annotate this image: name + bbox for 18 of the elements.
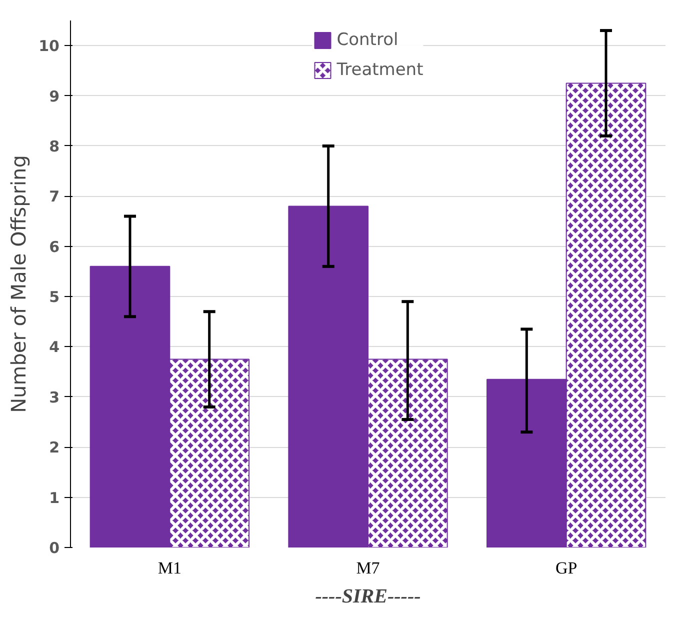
x-tick-label: M7 — [356, 558, 380, 578]
y-tick-label: 5 — [49, 288, 60, 306]
y-axis-title: Number of Male Offspring — [6, 155, 31, 413]
x-axis-title: ----SIRE----- — [315, 586, 421, 608]
y-tick-label: 0 — [49, 539, 60, 557]
y-tick-label: 7 — [49, 188, 60, 206]
x-tick-label: M1 — [158, 558, 182, 578]
y-tick-label: 8 — [49, 137, 60, 156]
y-tick-label: 1 — [49, 488, 60, 507]
y-tick-label: 10 — [38, 37, 60, 56]
y-tick-label: 4 — [49, 338, 60, 356]
legend-label: Control — [336, 30, 398, 50]
y-tick-label: 9 — [49, 87, 60, 106]
y-tick-label: 6 — [49, 238, 60, 256]
y-tick-label: 2 — [49, 438, 60, 457]
legend-label: Treatment — [336, 60, 424, 80]
y-tick-label: 3 — [49, 388, 60, 406]
x-tick-label: GP — [555, 558, 578, 578]
